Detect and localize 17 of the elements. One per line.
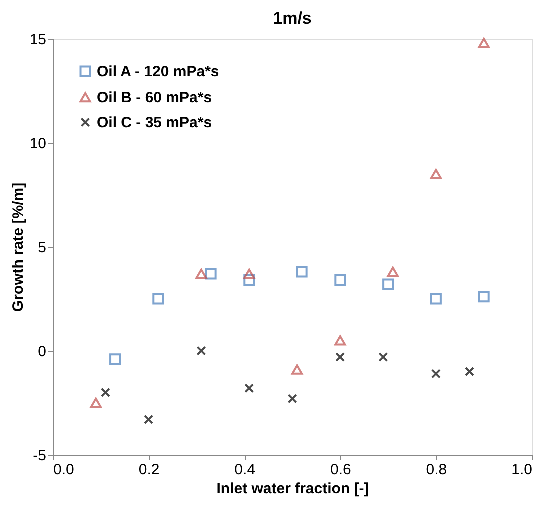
- y-tick-label: 5: [38, 240, 46, 256]
- chart-title: 1m/s: [273, 9, 312, 28]
- y-tick-label: -5: [33, 448, 46, 464]
- x-tick-label: 0.2: [138, 462, 160, 478]
- y-tick-label: 0: [38, 344, 46, 360]
- x-tick-label: 0.4: [234, 462, 256, 478]
- x-tick-label: 0.8: [426, 462, 448, 478]
- y-axis-title: Growth rate [%/m]: [10, 182, 27, 312]
- legend-label: Oil B - 60 mPa*s: [97, 90, 212, 106]
- x-tick-label: 1.0: [512, 462, 532, 478]
- y-tick-label: 15: [30, 32, 46, 48]
- y-tick-label: 10: [30, 136, 46, 152]
- legend-label: Oil C - 35 mPa*s: [97, 114, 212, 132]
- x-tick-label: 0.0: [54, 462, 74, 478]
- x-tick-label: 0.6: [330, 462, 352, 478]
- legend-label: Oil A - 120 mPa*s: [97, 64, 220, 80]
- x-axis-title: Inlet water fraction [-]: [216, 480, 370, 498]
